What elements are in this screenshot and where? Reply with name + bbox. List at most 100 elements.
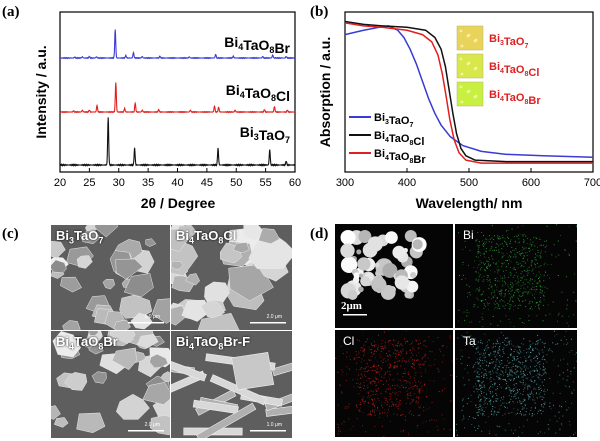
- map-dot: [374, 399, 376, 401]
- map-dot: [539, 285, 541, 287]
- map-dot: [536, 301, 538, 303]
- map-dot: [512, 249, 514, 251]
- map-dot: [373, 399, 375, 401]
- map-dot: [402, 360, 404, 362]
- map-dot: [405, 402, 407, 404]
- map-dot: [501, 371, 503, 373]
- map-dot: [523, 349, 525, 351]
- map-dot: [544, 286, 546, 288]
- map-dot: [475, 369, 477, 371]
- map-dot: [478, 289, 480, 291]
- xrd-x-tick-label: 35: [142, 177, 154, 189]
- map-dot: [549, 277, 551, 279]
- map-dot: [418, 363, 420, 365]
- map-dot: [536, 246, 538, 248]
- map-dot: [338, 424, 340, 426]
- map-dot: [548, 349, 550, 351]
- map-dot: [413, 377, 415, 379]
- map-dot: [535, 237, 537, 239]
- map-dot: [409, 343, 411, 345]
- map-dot: [521, 363, 523, 365]
- map-dot: [565, 401, 567, 403]
- map-dot: [479, 406, 481, 408]
- map-dot: [359, 349, 361, 351]
- map-dot: [515, 376, 517, 378]
- map-dot: [486, 265, 488, 267]
- map-dot: [502, 371, 504, 373]
- map-dot: [519, 401, 521, 403]
- map-dot: [569, 436, 571, 437]
- map-dot: [373, 344, 375, 346]
- map-dot: [534, 365, 536, 367]
- map-dot: [537, 249, 539, 251]
- map-dot: [482, 380, 484, 382]
- map-dot: [418, 391, 420, 393]
- map-dot: [381, 368, 383, 370]
- map-dot: [515, 365, 517, 367]
- map-dot: [520, 295, 522, 297]
- map-dot: [416, 426, 418, 428]
- map-dot: [470, 335, 472, 337]
- map-dot: [544, 251, 546, 253]
- map-dot: [392, 339, 394, 341]
- map-dot: [500, 320, 502, 322]
- map-dot: [543, 397, 545, 399]
- map-dot: [525, 369, 527, 371]
- map-dot: [515, 248, 517, 250]
- map-dot: [384, 358, 386, 360]
- map-dot: [498, 350, 500, 352]
- map-dot: [412, 382, 414, 384]
- map-dot: [495, 243, 497, 245]
- map-dot: [514, 249, 516, 251]
- map-dot: [566, 299, 568, 301]
- map-dot: [411, 360, 413, 362]
- map-dot: [566, 304, 568, 306]
- map-dot: [372, 401, 374, 403]
- map-dot: [490, 270, 492, 272]
- map-dot: [436, 426, 438, 428]
- map-dot: [377, 397, 379, 399]
- map-dot: [423, 364, 425, 366]
- map-dot: [418, 406, 420, 408]
- map-dot: [462, 264, 464, 266]
- map-dot: [442, 354, 444, 356]
- map-dot: [342, 371, 344, 373]
- map-dot: [494, 382, 496, 384]
- map-dot: [566, 409, 568, 411]
- map-dot: [388, 367, 390, 369]
- map-dot: [493, 262, 495, 264]
- map-dot: [530, 245, 532, 247]
- map-dot: [370, 348, 372, 350]
- map-dot: [384, 373, 386, 375]
- map-dot: [496, 268, 498, 270]
- map-dot: [572, 381, 574, 383]
- map-dot: [506, 380, 508, 382]
- map-dot: [365, 380, 367, 382]
- map-dot: [575, 300, 577, 302]
- map-dot: [554, 415, 556, 417]
- map-dot: [502, 270, 504, 272]
- map-dot: [457, 337, 459, 339]
- map-dot: [498, 337, 500, 339]
- map-dot: [539, 308, 541, 310]
- map-dot: [389, 378, 391, 380]
- map-dot: [520, 367, 522, 369]
- map-dot: [529, 283, 531, 285]
- sem-texture: [171, 225, 292, 330]
- map-dot: [358, 352, 360, 354]
- map-dot: [509, 296, 511, 298]
- map-dot: [483, 279, 485, 281]
- map-dot: [535, 302, 537, 304]
- map-dot: [510, 348, 512, 350]
- map-dot: [502, 341, 504, 343]
- map-dot: [511, 371, 513, 373]
- map-dot: [396, 350, 398, 352]
- map-dot: [529, 366, 531, 368]
- map-dot: [371, 398, 373, 400]
- map-dot: [476, 288, 478, 290]
- map-dot: [506, 260, 508, 262]
- map-dot: [491, 391, 493, 393]
- map-dot: [503, 296, 505, 298]
- map-dot: [383, 377, 385, 379]
- map-dot: [510, 340, 512, 342]
